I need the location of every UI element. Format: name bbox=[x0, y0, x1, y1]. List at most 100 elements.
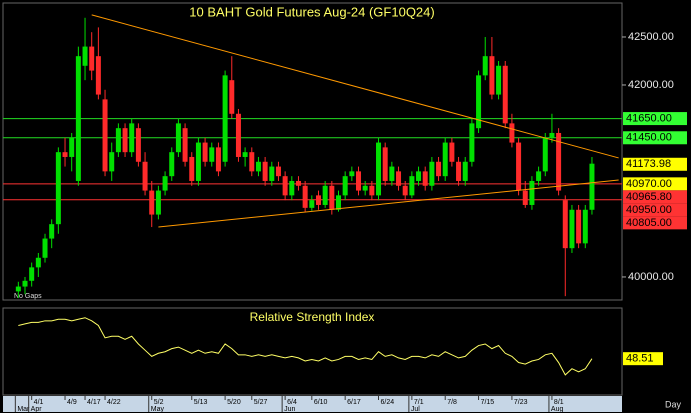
candle-body bbox=[122, 128, 128, 153]
candle-body bbox=[282, 176, 288, 196]
candle-body bbox=[262, 161, 268, 181]
candle-body bbox=[149, 190, 155, 215]
level-label: 41173.98 bbox=[626, 158, 671, 170]
candle-body bbox=[175, 123, 181, 153]
y-tick-label: 40000.00 bbox=[628, 271, 674, 283]
level-label-box bbox=[623, 157, 687, 171]
candle-body bbox=[456, 161, 462, 181]
level-label-box bbox=[623, 177, 687, 191]
candle-body bbox=[269, 166, 275, 181]
trendline bbox=[91, 14, 619, 159]
x-tick-label: 6/17 bbox=[347, 399, 361, 406]
period-label: Day bbox=[665, 399, 682, 409]
candle-body bbox=[35, 257, 41, 268]
level-label-box bbox=[623, 203, 687, 217]
level-label: 41450.00 bbox=[626, 132, 672, 144]
candle-body bbox=[589, 163, 595, 210]
month-label: Aug bbox=[551, 406, 564, 413]
x-tick-label: 4/1 bbox=[34, 399, 44, 406]
x-tick-label: 6/10 bbox=[314, 399, 328, 406]
candle-body bbox=[382, 147, 388, 181]
candle-body bbox=[396, 171, 402, 186]
candle-body bbox=[576, 209, 582, 244]
candle-body bbox=[202, 142, 208, 162]
candle-body bbox=[509, 123, 515, 143]
candle-body bbox=[109, 152, 115, 172]
candle-body bbox=[182, 128, 188, 162]
candle-body bbox=[15, 286, 21, 292]
level-label: 41650.00 bbox=[626, 112, 672, 124]
candle-body bbox=[482, 56, 488, 76]
candle-body bbox=[309, 200, 315, 208]
candle-body bbox=[329, 185, 335, 210]
candle-body bbox=[135, 128, 141, 162]
candle-body bbox=[422, 171, 428, 186]
candle-body bbox=[356, 171, 362, 191]
candle-body bbox=[502, 65, 508, 124]
level-label: 40970.00 bbox=[626, 178, 672, 190]
x-tick-label: 4/17 bbox=[87, 399, 101, 406]
candle-body bbox=[469, 123, 475, 162]
candle-body bbox=[49, 224, 55, 239]
x-tick-label: 7/23 bbox=[514, 399, 528, 406]
candle-body bbox=[516, 142, 522, 191]
x-tick-label: 6/24 bbox=[381, 399, 395, 406]
candle-body bbox=[496, 65, 502, 95]
candle-body bbox=[442, 142, 448, 177]
candle-body bbox=[75, 56, 81, 181]
candle-body bbox=[489, 56, 495, 95]
candle-body bbox=[562, 200, 568, 249]
candle-body bbox=[436, 161, 442, 177]
candle-body bbox=[369, 185, 375, 196]
candle-body bbox=[275, 166, 281, 177]
date-axis bbox=[3, 396, 622, 412]
candle-body bbox=[95, 56, 101, 95]
rsi-label-box bbox=[623, 352, 663, 366]
y-tick-label: 42500.00 bbox=[628, 31, 674, 43]
level-label-box bbox=[623, 216, 687, 230]
candle-body bbox=[335, 195, 341, 210]
candle-body bbox=[462, 161, 468, 181]
candle-body bbox=[549, 132, 555, 138]
candle-body bbox=[22, 280, 28, 287]
x-tick-label: 4/9 bbox=[67, 399, 77, 406]
candle-body bbox=[536, 171, 542, 181]
candle-body bbox=[476, 75, 482, 129]
candle-body bbox=[389, 166, 395, 181]
candle-body bbox=[195, 142, 201, 181]
month-label: Apr bbox=[31, 406, 43, 413]
x-tick-label: 5/2 bbox=[154, 399, 164, 406]
rsi-value-label: 48.51 bbox=[626, 353, 654, 365]
level-label-box bbox=[623, 190, 687, 204]
price-panel bbox=[2, 2, 623, 301]
candle-body bbox=[349, 171, 355, 177]
candle-body bbox=[55, 152, 61, 225]
candle-body bbox=[429, 161, 435, 186]
x-tick-label: 5/13 bbox=[194, 399, 208, 406]
candle-body bbox=[255, 161, 261, 172]
x-tick-label: 7/1 bbox=[414, 399, 424, 406]
candle-body bbox=[29, 267, 35, 281]
candle-body bbox=[162, 176, 168, 191]
candle-body bbox=[82, 46, 88, 66]
gaps-note: No Gaps bbox=[14, 293, 42, 300]
candle-body bbox=[449, 142, 455, 162]
candle-body bbox=[315, 195, 321, 205]
candle-body bbox=[215, 147, 221, 172]
candle-body bbox=[155, 190, 161, 215]
candle-body bbox=[189, 156, 195, 181]
candle-body bbox=[556, 132, 562, 191]
rsi-title: Relative Strength Index bbox=[250, 310, 375, 324]
candle-body bbox=[582, 209, 588, 244]
candle-body bbox=[376, 142, 382, 196]
month-label: May bbox=[151, 406, 165, 413]
candle-body bbox=[115, 128, 121, 153]
candle-body bbox=[522, 190, 528, 205]
candle-body bbox=[69, 137, 75, 157]
x-tick-label: 6/4 bbox=[287, 399, 297, 406]
month-label: Jul bbox=[411, 406, 420, 413]
month-label: Jun bbox=[284, 406, 295, 413]
candle-body bbox=[222, 75, 228, 162]
rsi-line bbox=[18, 317, 593, 376]
